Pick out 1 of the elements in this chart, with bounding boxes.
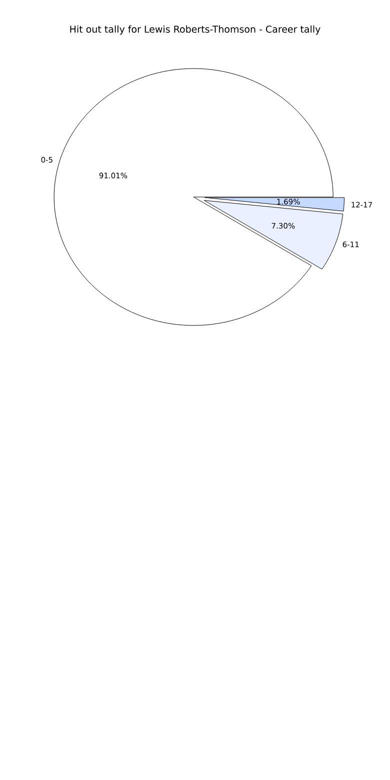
- chart-title: Hit out tally for Lewis Roberts-Thomson - Career tally: [70, 25, 320, 35]
